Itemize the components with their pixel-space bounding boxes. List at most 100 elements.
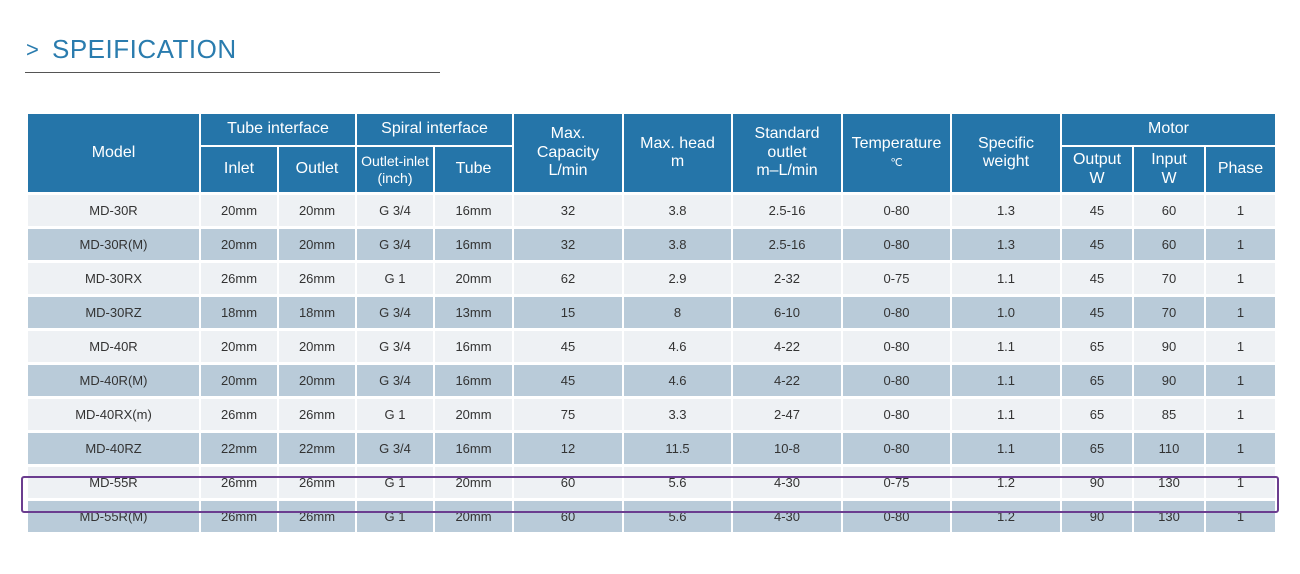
cell-max-capacity: 15	[512, 294, 624, 331]
cell-motor-phase: 1	[1203, 192, 1278, 229]
cell-motor-output: 45	[1060, 294, 1134, 331]
cell-motor-input: 90	[1132, 328, 1206, 365]
header-tube-inlet: Inlet	[199, 145, 279, 195]
cell-max-capacity: 32	[512, 192, 624, 229]
header-specific-weight: Specific weight	[950, 112, 1062, 195]
cell-specific-weight: 1.1	[950, 260, 1062, 297]
cell-spiral-outlet-inlet: G 1	[355, 396, 435, 433]
header-tube-outlet: Outlet	[277, 145, 357, 195]
cell-standard-outlet: 4-22	[731, 328, 843, 365]
header-motor: Motor	[1059, 112, 1278, 147]
cell-specific-weight: 1.1	[950, 396, 1062, 433]
cell-motor-input: 110	[1132, 430, 1206, 467]
cell-temperature: 0-75	[841, 260, 952, 297]
cell-tube-inlet: 20mm	[199, 328, 279, 365]
cell-temperature: 0-80	[841, 294, 952, 331]
cell-tube-outlet: 20mm	[277, 192, 357, 229]
cell-tube-outlet: 22mm	[277, 430, 357, 467]
cell-standard-outlet: 2.5-16	[731, 192, 843, 229]
cell-specific-weight: 1.1	[950, 328, 1062, 365]
cell-spiral-tube: 20mm	[433, 396, 514, 433]
cell-max-head: 11.5	[622, 430, 733, 467]
cell-motor-phase: 1	[1203, 294, 1278, 331]
cell-spiral-outlet-inlet: G 3/4	[355, 226, 435, 263]
cell-temperature: 0-80	[841, 328, 952, 365]
cell-tube-inlet: 20mm	[199, 362, 279, 399]
cell-max-capacity: 45	[512, 362, 624, 399]
cell-temperature: 0-75	[841, 464, 952, 501]
cell-motor-phase: 1	[1203, 430, 1278, 467]
cell-motor-input: 60	[1132, 226, 1206, 263]
cell-max-head: 2.9	[622, 260, 733, 297]
cell-max-head: 5.6	[622, 464, 733, 501]
cell-spiral-tube: 16mm	[433, 192, 514, 229]
cell-specific-weight: 1.1	[950, 362, 1062, 399]
table-row: MD-40RX(m) 26mm 26mm G 1 20mm 75 3.3 2-47 0-80 1.…	[26, 396, 1278, 433]
cell-model: MD-30RZ	[26, 294, 201, 331]
cell-standard-outlet: 6-10	[731, 294, 843, 331]
cell-model: MD-40RZ	[26, 430, 201, 467]
cell-max-head: 4.6	[622, 362, 733, 399]
cell-tube-inlet: 26mm	[199, 464, 279, 501]
cell-spiral-outlet-inlet: G 1	[355, 260, 435, 297]
cell-specific-weight: 1.3	[950, 226, 1062, 263]
cell-spiral-outlet-inlet: G 1	[355, 464, 435, 501]
cell-standard-outlet: 4-30	[731, 464, 843, 501]
table-row: MD-40R 20mm 20mm G 3/4 16mm 45 4.6 4-22 0-80 1.1 6…	[26, 328, 1278, 365]
cell-spiral-tube: 20mm	[433, 464, 514, 501]
cell-model: MD-55R	[26, 464, 201, 501]
header-max-head: Max. head m	[622, 112, 733, 195]
header-tube-interface: Tube interface	[199, 112, 357, 147]
cell-max-capacity: 62	[512, 260, 624, 297]
cell-temperature: 0-80	[841, 192, 952, 229]
header-motor-output: Output W	[1060, 145, 1134, 195]
cell-motor-input: 70	[1132, 260, 1206, 297]
cell-spiral-outlet-inlet: G 3/4	[355, 430, 435, 467]
cell-max-head: 5.6	[622, 498, 733, 534]
cell-specific-weight: 1.2	[950, 464, 1062, 501]
header-spiral-outlet-inlet: Outlet-inlet (inch)	[355, 145, 435, 195]
highlighted-row-outline	[21, 476, 1279, 513]
cell-spiral-tube: 16mm	[433, 430, 514, 467]
cell-tube-inlet: 20mm	[199, 192, 279, 229]
cell-standard-outlet: 2-32	[731, 260, 843, 297]
cell-motor-output: 65	[1060, 328, 1134, 365]
cell-model: MD-40R	[26, 328, 201, 365]
header-spiral-tube: Tube	[433, 145, 514, 195]
cell-motor-phase: 1	[1203, 226, 1278, 263]
table-row: MD-40RZ 22mm 22mm G 3/4 16mm 12 11.5 10-8 0-80 1.…	[26, 430, 1278, 467]
header-temperature: Temperature ℃	[841, 112, 952, 195]
cell-tube-outlet: 26mm	[277, 396, 357, 433]
table-row: MD-30RZ 18mm 18mm G 3/4 13mm 15 8 6-10 0-80 1.0 45…	[26, 294, 1278, 331]
cell-standard-outlet: 4-22	[731, 362, 843, 399]
table-header: Model Tube interface Spiral interface Ma…	[26, 112, 1278, 195]
cell-motor-input: 70	[1132, 294, 1206, 331]
header-max-capacity: Max. Capacity L/min	[512, 112, 624, 195]
table-row: MD-30R(M) 20mm 20mm G 3/4 16mm 32 3.8 2.5-16 0-8…	[26, 226, 1278, 263]
cell-tube-outlet: 20mm	[277, 328, 357, 365]
cell-motor-phase: 1	[1203, 328, 1278, 365]
cell-max-head: 4.6	[622, 328, 733, 365]
cell-tube-outlet: 20mm	[277, 362, 357, 399]
cell-motor-input: 85	[1132, 396, 1206, 433]
cell-spiral-outlet-inlet: G 3/4	[355, 294, 435, 331]
table-row: MD-40R(M) 20mm 20mm G 3/4 16mm 45 4.6 4-22 0-80 1…	[26, 362, 1278, 399]
cell-motor-output: 65	[1060, 362, 1134, 399]
cell-specific-weight: 1.3	[950, 192, 1062, 229]
cell-model: MD-55R(M)	[26, 498, 201, 534]
cell-spiral-outlet-inlet: G 3/4	[355, 328, 435, 365]
table-row: MD-55R 26mm 26mm G 1 20mm 60 5.6 4-30 0-75 1.2 90 1…	[26, 464, 1278, 501]
cell-tube-inlet: 18mm	[199, 294, 279, 331]
cell-temperature: 0-80	[841, 226, 952, 263]
cell-spiral-tube: 16mm	[433, 226, 514, 263]
cell-specific-weight: 1.0	[950, 294, 1062, 331]
header-motor-input: Input W	[1132, 145, 1206, 195]
cell-motor-output: 90	[1060, 464, 1134, 501]
header-standard-outlet: Standard outlet m–L/min	[731, 112, 843, 195]
cell-temperature: 0-80	[841, 396, 952, 433]
cell-standard-outlet: 2-47	[731, 396, 843, 433]
cell-model: MD-40R(M)	[26, 362, 201, 399]
cell-tube-outlet: 18mm	[277, 294, 357, 331]
chevron-right-icon: >	[26, 36, 39, 62]
cell-motor-phase: 1	[1203, 396, 1278, 433]
